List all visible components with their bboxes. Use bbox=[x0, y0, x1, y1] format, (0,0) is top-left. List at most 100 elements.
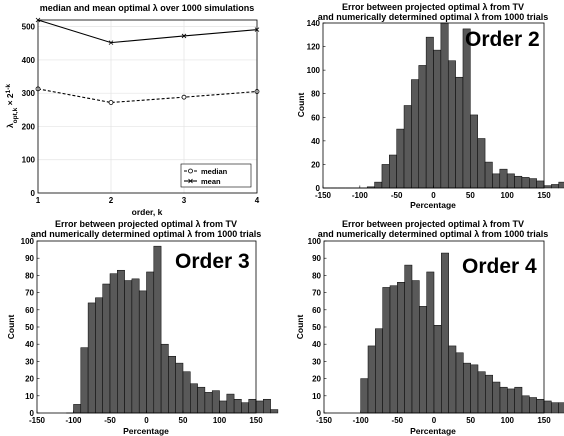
histogram-bar bbox=[529, 397, 537, 414]
y-tick-label: 80 bbox=[311, 90, 320, 99]
histogram-bar bbox=[146, 271, 155, 414]
hist3-y-axis-label: Count bbox=[6, 315, 16, 340]
y-tick-label: 80 bbox=[25, 271, 34, 280]
y-tick-label: 10 bbox=[312, 392, 321, 401]
y-tick-label: 0 bbox=[317, 409, 322, 418]
legend-box bbox=[180, 163, 252, 188]
y-tick-label: 120 bbox=[307, 43, 321, 52]
y-tick-label: 50 bbox=[25, 323, 34, 332]
histogram-bar bbox=[499, 168, 508, 189]
x-tick-label: 50 bbox=[179, 416, 188, 425]
histogram-bar bbox=[382, 287, 391, 414]
histogram-bar bbox=[241, 402, 249, 414]
histogram-bar bbox=[455, 352, 464, 414]
histogram-bar bbox=[558, 181, 564, 189]
y-tick-label: 30 bbox=[25, 357, 34, 366]
histogram-bar bbox=[477, 138, 486, 189]
line-chart-title: median and mean optimal λ over 1000 simu… bbox=[40, 3, 255, 13]
histogram-bar bbox=[360, 378, 369, 414]
x-tick-label: -100 bbox=[352, 191, 369, 200]
hist4-subtitle: and numerically determined optimal λ fro… bbox=[318, 229, 549, 239]
legend-median-label: median bbox=[201, 167, 228, 176]
y-tick-label: 300 bbox=[22, 89, 36, 98]
y-tick-label: 20 bbox=[311, 160, 320, 169]
data-point-mean bbox=[108, 40, 114, 45]
histogram-bar bbox=[397, 282, 405, 414]
histogram-bar bbox=[102, 283, 111, 414]
hist2-bars bbox=[323, 22, 564, 189]
y-tick-label: 40 bbox=[311, 137, 320, 146]
histogram-bar bbox=[447, 60, 456, 189]
histogram-bar bbox=[197, 386, 206, 414]
y-tick-label: 70 bbox=[25, 289, 34, 298]
y-tick-label: 0 bbox=[31, 189, 36, 198]
x-tick-label: 150 bbox=[537, 191, 551, 200]
histogram-bar bbox=[233, 398, 242, 414]
histogram-bar bbox=[131, 278, 140, 414]
legend-mean-marker bbox=[188, 178, 193, 184]
y-tick-label: 90 bbox=[25, 254, 34, 263]
histogram-bar bbox=[270, 409, 279, 414]
histogram-bar bbox=[204, 392, 213, 414]
histogram-bar bbox=[168, 355, 176, 414]
histogram-bar bbox=[463, 362, 471, 414]
histogram-bar bbox=[396, 128, 405, 189]
hist2-order-annotation: Order 2 bbox=[465, 28, 540, 51]
line-ticks: 1 2 3 4 0 100 200 300 400 500 bbox=[22, 23, 260, 205]
histogram-bar bbox=[124, 280, 133, 414]
histogram-bar bbox=[551, 402, 559, 414]
histogram-bar bbox=[411, 79, 420, 189]
histogram-bar bbox=[375, 328, 383, 414]
y-tick-label: 90 bbox=[312, 254, 321, 263]
line-series-group bbox=[35, 17, 260, 105]
hist3-frame bbox=[36, 240, 257, 414]
x-tick-label: -150 bbox=[315, 191, 332, 200]
y-tick-label: 140 bbox=[307, 19, 321, 28]
x-tick-label: 2 bbox=[109, 196, 114, 205]
histogram-bar bbox=[374, 181, 383, 189]
panel-histogram-order-3: Error between projected optimal λ from T… bbox=[6, 219, 279, 436]
data-point-mean bbox=[181, 33, 187, 39]
hist4-x-axis-label: Percentage bbox=[410, 426, 456, 436]
hist2-title: Error between projected optimal λ from T… bbox=[342, 2, 524, 12]
hist3-order-annotation: Order 3 bbox=[175, 250, 250, 273]
histogram-bar bbox=[87, 302, 96, 414]
hist3-bars bbox=[66, 245, 279, 414]
histogram-bar bbox=[419, 306, 427, 414]
x-tick-label: -150 bbox=[316, 416, 333, 425]
histogram-bar bbox=[255, 400, 264, 414]
hist4-order-annotation: Order 4 bbox=[462, 255, 537, 278]
histogram-bar bbox=[389, 154, 397, 189]
hist4-title: Error between projected optimal λ from T… bbox=[342, 219, 524, 229]
line-legend: median mean bbox=[180, 163, 252, 188]
histogram-bar bbox=[175, 362, 184, 414]
y-tick-label: 50 bbox=[312, 323, 321, 332]
histogram-bar bbox=[440, 22, 449, 189]
y-tick-label: 100 bbox=[22, 156, 36, 165]
hist4-y-axis-label: Count bbox=[295, 315, 305, 340]
histogram-bar bbox=[448, 345, 457, 414]
histogram-bar bbox=[182, 371, 191, 414]
x-tick-label: 100 bbox=[501, 416, 515, 425]
legend-mean-label: mean bbox=[201, 177, 221, 186]
histogram-bar bbox=[109, 273, 118, 414]
histogram-bar bbox=[433, 49, 442, 189]
x-tick-label: 0 bbox=[431, 191, 436, 200]
histogram-bar bbox=[389, 285, 398, 414]
data-point-median bbox=[108, 100, 114, 105]
y-tick-label: 100 bbox=[307, 66, 321, 75]
histogram-bar bbox=[470, 114, 478, 189]
panel-histogram-order-2: Error between projected optimal λ from T… bbox=[296, 2, 564, 210]
y-tick-label: 40 bbox=[25, 340, 34, 349]
histogram-bar bbox=[543, 185, 552, 189]
histogram-bar bbox=[367, 345, 376, 414]
x-tick-label: 50 bbox=[466, 416, 475, 425]
histogram-bar bbox=[521, 395, 530, 414]
histogram-bar bbox=[80, 347, 89, 414]
histogram-bar bbox=[536, 180, 545, 189]
histogram-bar bbox=[521, 177, 530, 189]
histogram-bar bbox=[499, 386, 508, 414]
y-tick-label: 60 bbox=[25, 306, 34, 315]
histogram-bar bbox=[514, 175, 523, 189]
